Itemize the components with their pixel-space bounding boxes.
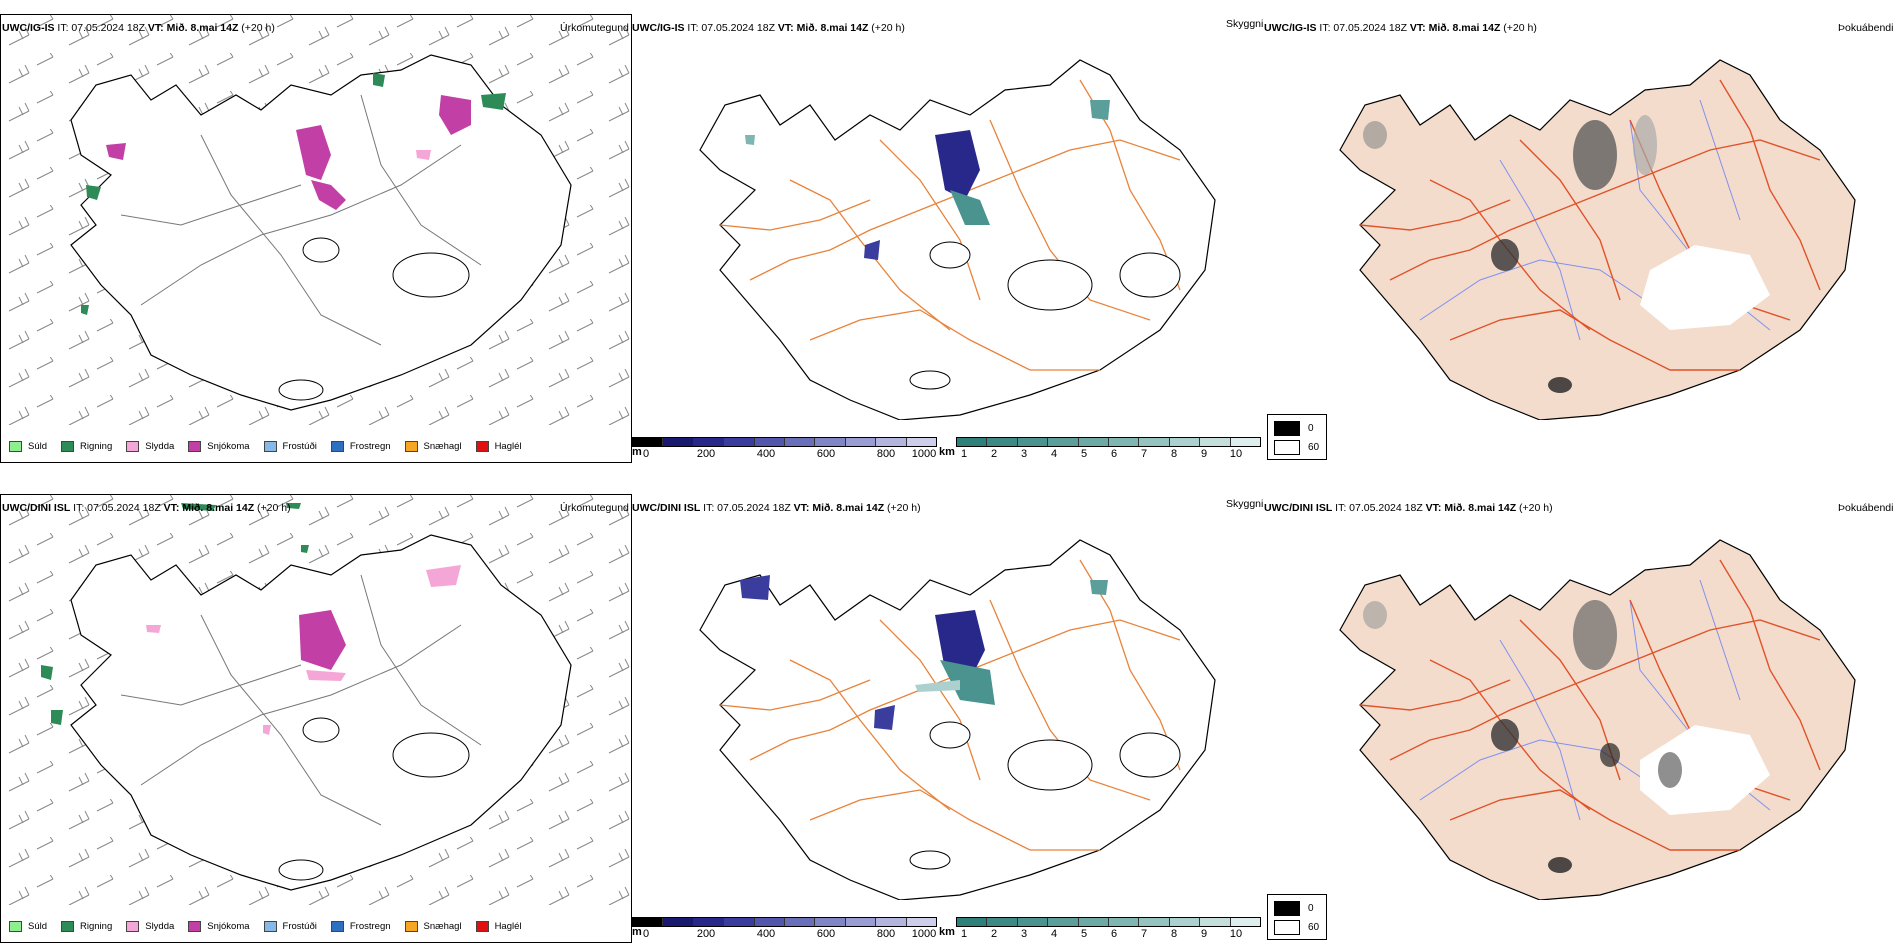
visibility-colorbar-km: 1 2 3 4 5 6 7 8 9 10 xyxy=(956,437,1261,461)
legend-swatch xyxy=(9,921,22,932)
visibility-colorbar-km: 1 2 3 4 5 6 7 8 9 10 xyxy=(956,917,1261,941)
colorbar-ticks-km: 1 2 3 4 5 6 7 8 9 10 xyxy=(960,448,1243,460)
panel-title: UWC/DINI ISL IT: 07.05.2024 18Z VT: Mið.… xyxy=(1264,502,1553,514)
fog-key-swatch-black xyxy=(1274,901,1300,916)
legend-swatch xyxy=(330,921,344,932)
row-2: Súld Rigning Slydda Snjókoma Frostúði Fr… xyxy=(0,480,1900,950)
legend-swatch xyxy=(188,441,202,452)
visibility-low-areas xyxy=(740,575,1108,730)
precip-type-map-frame: Súld Rigning Slydda Snjókoma Frostúði Fr… xyxy=(0,494,632,943)
legend-item-frostudi: Frostúði xyxy=(263,921,317,932)
legend-swatch xyxy=(61,441,75,452)
unit-km: km xyxy=(939,926,955,938)
legend-item-rigning: Rigning xyxy=(61,441,112,452)
fog-key-swatch-black xyxy=(1274,421,1300,436)
colorbar-ticks-m: 0 200 400 600 800 1000 xyxy=(642,928,937,940)
visibility-map xyxy=(699,539,1216,900)
fog-map xyxy=(1339,539,1856,900)
legend-item-frostregn: Frostregn xyxy=(330,441,391,452)
legend-item-rigning: Rigning xyxy=(61,921,112,932)
fog-key-swatch-white xyxy=(1274,440,1300,455)
precip-areas xyxy=(81,73,506,315)
panel-title: UWC/IG-IS IT: 07.05.2024 18Z VT: Mið. 8.… xyxy=(632,22,905,34)
fog-areas xyxy=(1363,600,1770,873)
fog-key-low: 60 xyxy=(1274,920,1319,935)
fog-key-high: 0 xyxy=(1274,421,1314,436)
legend-item-slydda: Slydda xyxy=(126,921,174,932)
visibility-colorbar-m: 0 200 400 600 800 1000 xyxy=(632,437,937,461)
legend-swatch xyxy=(9,441,22,452)
colorbar-ticks-m: 0 200 400 600 800 1000 xyxy=(642,448,937,460)
colorbar-ticks-km: 1 2 3 4 5 6 7 8 9 10 xyxy=(960,928,1243,940)
legend-swatch xyxy=(404,921,418,932)
colorbar-cells-km xyxy=(956,917,1261,927)
colorbar-cells-km xyxy=(956,437,1261,447)
legend-swatch xyxy=(263,921,277,932)
legend-item-snjokoma: Snjókoma xyxy=(188,441,250,452)
panel-name-precip: Úrkomutegund xyxy=(560,502,629,514)
legend-item-slydda: Slydda xyxy=(126,441,174,452)
legend-item-snaehagl: Snæhagl xyxy=(404,441,462,452)
precip-type-map xyxy=(1,15,631,425)
unit-m: m xyxy=(632,926,642,938)
visibility-colorbar-m: 0 200 400 600 800 1000 xyxy=(632,917,937,941)
fog-key-swatch-white xyxy=(1274,920,1300,935)
precip-legend: Súld Rigning Slydda Snjókoma Frostúði Fr… xyxy=(9,921,536,932)
legend-item-snjokoma: Snjókoma xyxy=(188,921,250,932)
fog-areas xyxy=(1363,115,1770,393)
precip-areas xyxy=(41,503,461,735)
legend-swatch xyxy=(330,441,344,452)
precip-legend: Súld Rigning Slydda Snjókoma Frostúði Fr… xyxy=(9,441,536,452)
panel-title: UWC/DINI ISL IT: 07.05.2024 18Z VT: Mið.… xyxy=(632,502,921,514)
legend-item-snaehagl: Snæhagl xyxy=(404,921,462,932)
unit-km: km xyxy=(939,446,955,458)
fog-key: 0 60 xyxy=(1267,894,1327,940)
panel-name-visibility: Skyggni xyxy=(1226,18,1264,30)
precip-type-map xyxy=(1,495,631,905)
visibility-map xyxy=(699,59,1216,420)
fog-key-low: 60 xyxy=(1274,440,1319,455)
fog-map xyxy=(1339,59,1856,420)
panel-title: UWC/DINI ISL IT: 07.05.2024 18Z VT: Mið.… xyxy=(2,502,291,514)
panel-name-fog: Þokuábendi xyxy=(1838,502,1894,514)
fog-key-high: 0 xyxy=(1274,901,1314,916)
legend-swatch xyxy=(126,441,140,452)
legend-item-frostregn: Frostregn xyxy=(330,921,391,932)
legend-swatch xyxy=(475,921,489,932)
precip-type-map-frame: Súld Rigning Slydda Snjókoma Frostúði Fr… xyxy=(0,14,632,463)
legend-swatch xyxy=(188,921,202,932)
panel-name-fog: Þokuábendi xyxy=(1838,22,1894,34)
visibility-low-areas xyxy=(745,100,1110,260)
legend-item-sudl: Súld xyxy=(9,921,47,932)
legend-swatch xyxy=(475,441,489,452)
legend-swatch xyxy=(404,441,418,452)
legend-item-haglel: Haglél xyxy=(475,921,522,932)
legend-item-frostudi: Frostúði xyxy=(263,441,317,452)
legend-swatch xyxy=(263,441,277,452)
panel-name-precip: Úrkomutegund xyxy=(560,22,629,34)
colorbar-cells-m xyxy=(632,437,937,447)
legend-item-haglel: Haglél xyxy=(475,441,522,452)
row-1: Súld Rigning Slydda Snjókoma Frostúði Fr… xyxy=(0,0,1900,470)
panel-title: UWC/IG-IS IT: 07.05.2024 18Z VT: Mið. 8.… xyxy=(1264,22,1537,34)
fog-key: 0 60 xyxy=(1267,414,1327,460)
legend-swatch xyxy=(126,921,140,932)
legend-item-sudl: Súld xyxy=(9,441,47,452)
colorbar-cells-m xyxy=(632,917,937,927)
legend-swatch xyxy=(61,921,75,932)
panel-name-visibility: Skyggni xyxy=(1226,498,1264,510)
unit-m: m xyxy=(632,446,642,458)
panel-title: UWC/IG-IS IT: 07.05.2024 18Z VT: Mið. 8.… xyxy=(2,22,275,34)
